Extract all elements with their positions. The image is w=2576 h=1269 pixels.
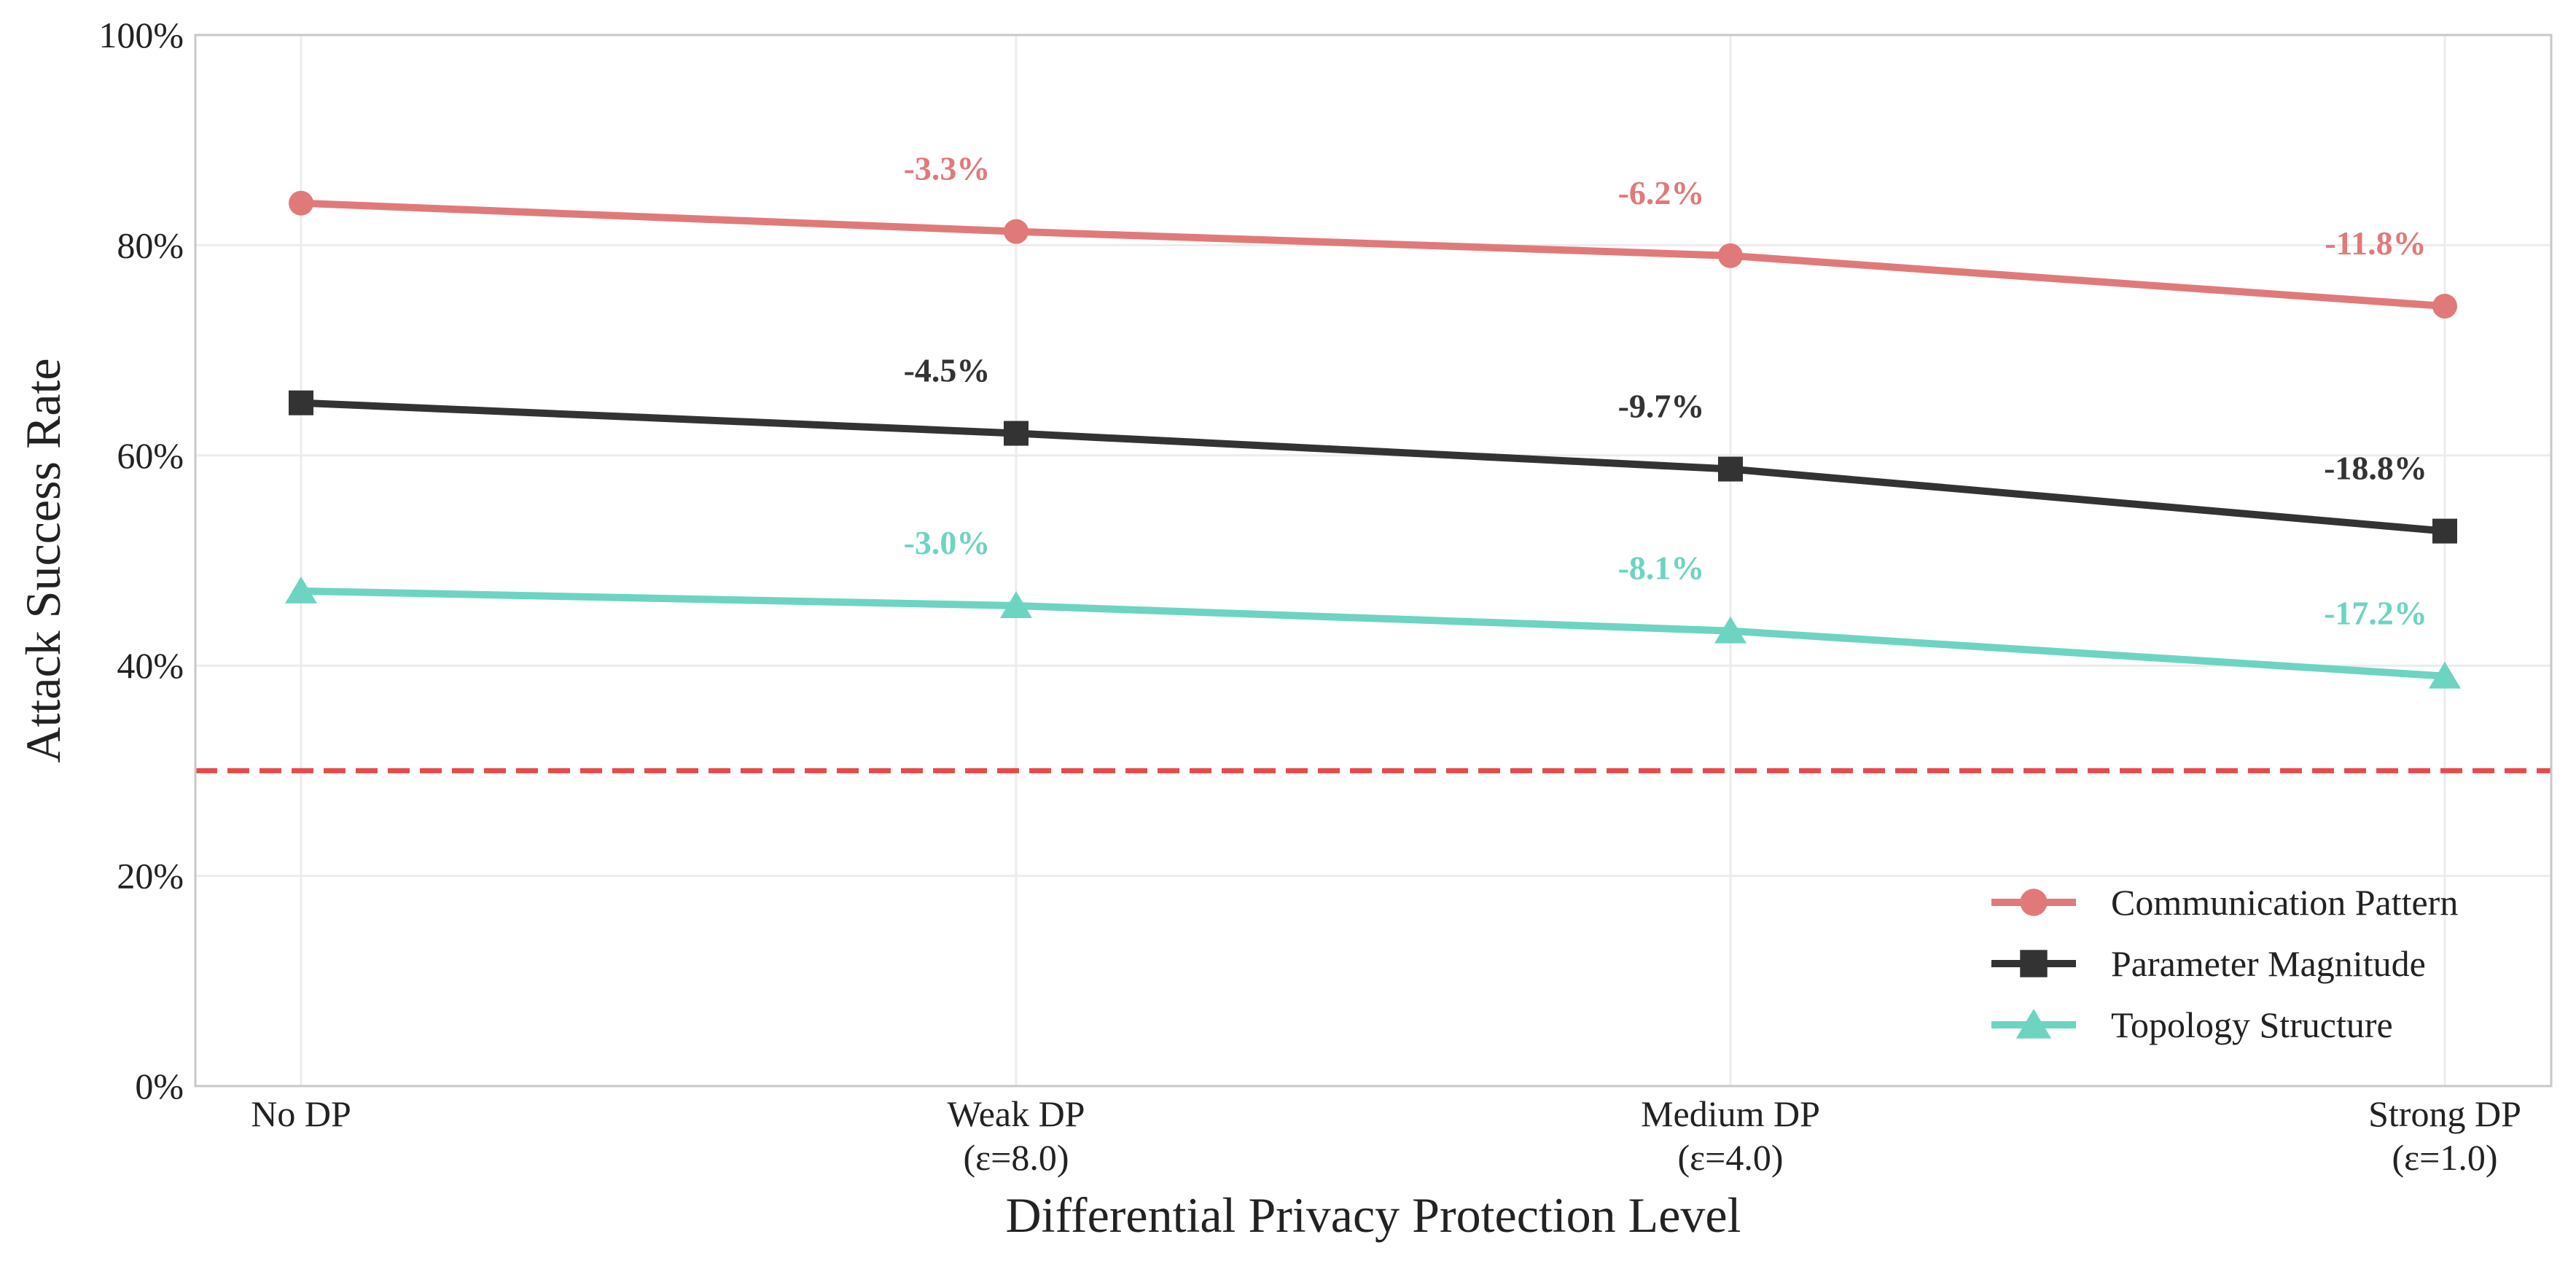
x-tick-label: (ε=1.0)	[2392, 1137, 2498, 1178]
series-parameter-magnitude	[289, 390, 2457, 544]
data-point-topology-structure	[285, 576, 317, 604]
plot-area-frame	[194, 34, 2553, 1088]
data-point-parameter-magnitude	[1718, 456, 1743, 482]
x-axis-title: Differential Privacy Protection Level	[1006, 1187, 1741, 1243]
data-label-parameter-magnitude: -9.7%	[1618, 388, 1705, 425]
x-tick-label: (ε=8.0)	[964, 1137, 1069, 1178]
legend-item-topology-structure: Topology Structure	[1991, 1004, 2393, 1045]
legend: Communication Pattern Parameter Magnitude…	[1991, 882, 2458, 1045]
y-tick-label: 0%	[135, 1066, 184, 1106]
data-point-communication-pattern	[1004, 219, 1029, 244]
data-label-topology-structure: -17.2%	[2324, 595, 2427, 632]
legend-label: Communication Pattern	[2111, 882, 2458, 923]
y-tick-label: 20%	[117, 856, 184, 897]
x-tick-label: No DP	[251, 1093, 351, 1134]
data-label-topology-structure: -8.1%	[1618, 550, 1705, 587]
data-point-communication-pattern	[2432, 294, 2457, 319]
series-line-topology-structure	[300, 587, 2446, 680]
y-tick-label: 100%	[98, 15, 184, 55]
legend-item-communication-pattern: Communication Pattern	[1991, 882, 2458, 923]
y-tick-label: 60%	[117, 435, 184, 476]
data-point-topology-structure	[1714, 616, 1746, 644]
data-label-topology-structure: -3.0%	[904, 524, 991, 561]
data-point-parameter-magnitude	[2432, 518, 2457, 544]
data-label-parameter-magnitude: -4.5%	[904, 352, 991, 389]
series-communication-pattern	[289, 190, 2457, 319]
legend-marker	[2015, 1009, 2052, 1039]
data-point-parameter-magnitude	[1004, 421, 1029, 446]
series-line-communication-pattern	[300, 199, 2446, 311]
y-axis-title: Attack Success Rate	[15, 358, 71, 762]
y-tick-label: 40%	[117, 645, 184, 686]
data-point-communication-pattern	[289, 190, 313, 216]
data-label-communication-pattern: -11.8%	[2325, 224, 2426, 262]
legend-marker	[2020, 889, 2048, 916]
data-point-topology-structure	[2429, 661, 2461, 689]
legend-label: Topology Structure	[2111, 1004, 2393, 1045]
series-topology-structure	[285, 576, 2461, 689]
data-label-parameter-magnitude: -18.8%	[2324, 450, 2427, 487]
y-tick-label: 80%	[117, 224, 184, 265]
x-tick-label: Weak DP	[948, 1093, 1085, 1134]
legend-label: Parameter Magnitude	[2111, 943, 2426, 984]
x-tick-label: (ε=4.0)	[1678, 1137, 1784, 1178]
data-label-communication-pattern: -6.2%	[1618, 174, 1705, 211]
data-point-topology-structure	[1000, 591, 1032, 619]
x-tick-label: Medium DP	[1641, 1093, 1820, 1134]
series-line-parameter-magnitude	[300, 399, 2446, 535]
data-point-communication-pattern	[1718, 243, 1743, 268]
data-label-communication-pattern: -3.3%	[904, 150, 991, 187]
legend-item-parameter-magnitude: Parameter Magnitude	[1991, 943, 2426, 984]
legend-marker	[2020, 950, 2048, 977]
data-point-parameter-magnitude	[289, 390, 313, 415]
x-tick-label: Strong DP	[2368, 1093, 2521, 1134]
